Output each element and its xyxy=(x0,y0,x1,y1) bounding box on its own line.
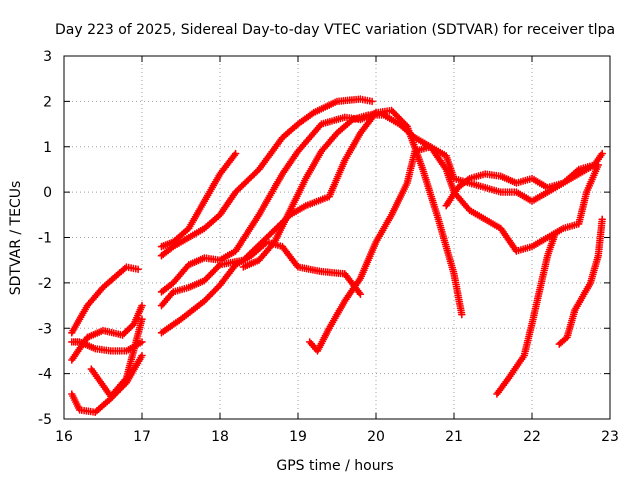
series-s13 xyxy=(442,149,606,210)
data-points-s13 xyxy=(442,149,606,210)
series-s15 xyxy=(555,215,606,348)
series-s8 xyxy=(157,108,380,296)
data-points-s2 xyxy=(68,263,142,337)
y-tick-label: -1 xyxy=(38,231,52,247)
x-tick-label: 16 xyxy=(55,429,73,445)
chart-title: Day 223 of 2025, Sidereal Day-to-day VTE… xyxy=(55,22,615,38)
data-points-s11 xyxy=(239,111,603,271)
series-s11 xyxy=(239,111,603,271)
series-s7 xyxy=(157,95,376,260)
x-tick-label: 23 xyxy=(601,429,619,445)
y-tick-label: -5 xyxy=(38,412,52,428)
series-layer xyxy=(68,95,606,416)
data-points-s8 xyxy=(157,108,380,296)
grid-lines xyxy=(64,56,610,419)
y-tick-label: 3 xyxy=(43,49,52,65)
y-tick-label: -2 xyxy=(38,276,52,292)
x-axis-label: GPS time / hours xyxy=(276,458,393,474)
data-points-s15 xyxy=(555,215,606,348)
data-points-s14 xyxy=(493,229,560,398)
y-tick-label: 0 xyxy=(43,185,52,201)
x-tick-label: 17 xyxy=(133,429,151,445)
data-points-s6 xyxy=(157,149,240,251)
y-tick-label: -3 xyxy=(38,321,52,337)
series-s12 xyxy=(305,143,599,355)
series-s2 xyxy=(68,263,142,337)
x-tick-label: 18 xyxy=(211,429,229,445)
y-tick-label: 2 xyxy=(43,94,52,110)
data-points-s5 xyxy=(87,315,146,401)
x-tick-label: 22 xyxy=(523,429,541,445)
x-tick-label: 19 xyxy=(289,429,307,445)
series-s5 xyxy=(87,315,146,401)
data-points-s7 xyxy=(157,95,376,260)
x-tick-label: 21 xyxy=(445,429,463,445)
data-points-s12 xyxy=(305,143,599,355)
y-axis-label: SDTVAR / TECUs xyxy=(8,181,24,296)
series-s14 xyxy=(493,229,560,398)
y-tick-label: -4 xyxy=(38,367,52,383)
y-tick-label: 1 xyxy=(43,140,52,156)
x-tick-label: 20 xyxy=(367,429,385,445)
series-s6 xyxy=(157,149,240,251)
